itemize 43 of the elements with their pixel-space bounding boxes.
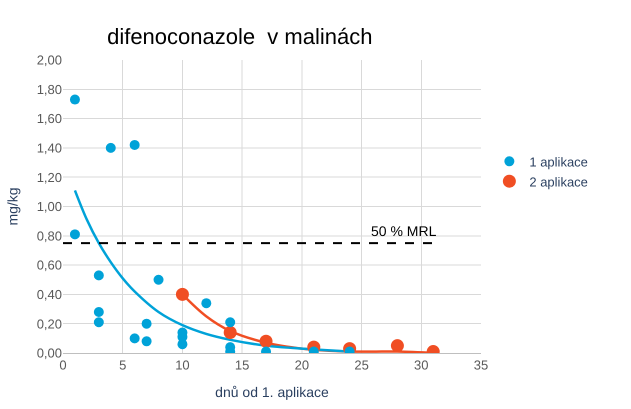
point <box>94 306 104 317</box>
point <box>225 317 236 328</box>
legend-label: 2 aplikace <box>529 174 588 190</box>
point <box>224 326 237 339</box>
point <box>201 298 212 308</box>
point <box>142 318 152 329</box>
chart-title: difenoconazole v malinách <box>107 24 372 50</box>
ref-line-label: 50 % MRL <box>371 223 437 239</box>
point <box>176 288 189 301</box>
point <box>106 142 116 153</box>
point <box>94 270 104 280</box>
y-tick-label: 1,60 <box>36 111 62 126</box>
x-tick-label: 30 <box>414 358 429 373</box>
y-tick-label: 1,00 <box>36 199 62 214</box>
legend-label: 1 aplikace <box>529 154 588 170</box>
y-tick-label: 1,20 <box>36 170 62 185</box>
x-tick-label: 20 <box>294 358 310 373</box>
y-tick-label: 0,00 <box>36 346 62 361</box>
y-tick-label: 2,00 <box>36 52 62 68</box>
point <box>130 140 140 150</box>
y-tick-label: 0,40 <box>36 286 62 302</box>
point <box>142 336 152 346</box>
point <box>130 333 140 344</box>
x-axis-title: dnů od 1. aplikace <box>215 384 330 400</box>
point <box>94 317 104 328</box>
y-tick-label: 0,20 <box>36 316 62 332</box>
point <box>70 94 80 105</box>
point <box>390 339 404 352</box>
x-tick-label: 0 <box>59 358 67 373</box>
point <box>154 274 164 285</box>
y-tick-label: 1,80 <box>36 82 62 97</box>
x-tick-label: 5 <box>119 358 126 373</box>
y-axis-title: mg/kg <box>4 187 20 226</box>
y-tick-label: 0,80 <box>36 228 62 244</box>
x-tick-label: 15 <box>234 358 250 373</box>
x-tick-label: 10 <box>175 358 190 373</box>
point <box>177 339 188 350</box>
y-tick-label: 0,60 <box>36 258 62 273</box>
y-tick-label: 1,40 <box>36 140 62 156</box>
point <box>260 334 273 348</box>
x-tick-label: 25 <box>354 358 369 373</box>
x-tick-label: 35 <box>474 358 488 373</box>
point <box>70 229 80 240</box>
